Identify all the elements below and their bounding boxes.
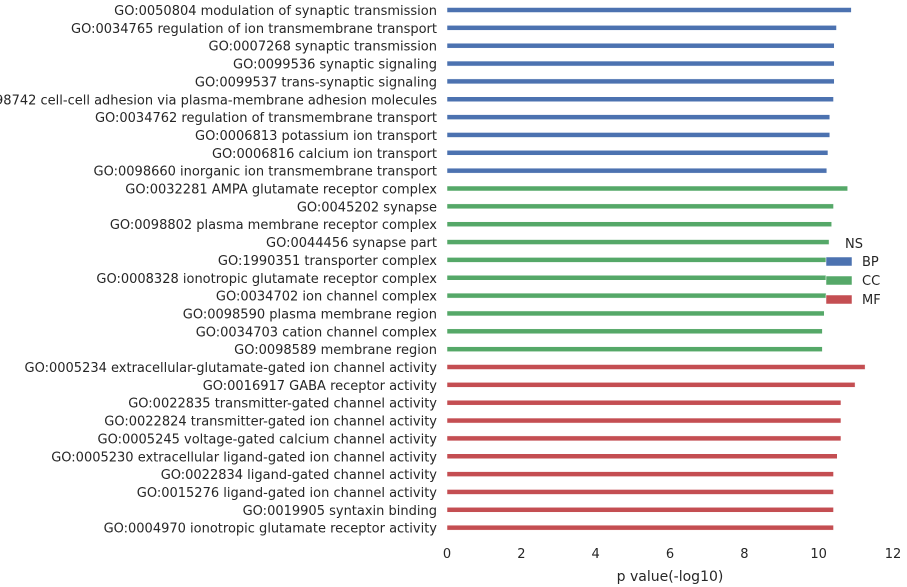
- bar-mf: [446, 364, 866, 370]
- x-tick-label: 6: [666, 547, 674, 562]
- bar-bp: [446, 150, 829, 156]
- category-label: GO:0034765 regulation of ion transmembra…: [71, 22, 437, 37]
- bar-mf: [446, 382, 856, 388]
- bar-mf: [446, 524, 834, 531]
- bar-bp: [446, 132, 831, 138]
- category-label: GO:0032281 AMPA glutamate receptor compl…: [125, 183, 437, 198]
- x-tick-label: 10: [810, 547, 827, 562]
- category-label: GO:1990351 transporter complex: [218, 254, 437, 269]
- legend-label-mf: MF: [862, 293, 881, 308]
- legend: NS BP CC MF: [825, 237, 881, 308]
- legend-swatch-bp: [825, 256, 853, 267]
- bar-mf: [446, 453, 838, 459]
- category-label: GO:0034702 ion channel complex: [216, 290, 437, 305]
- category-label: GO:0099537 trans-synaptic signaling: [195, 75, 437, 90]
- category-label: GO:0098802 plasma membrane receptor comp…: [110, 218, 437, 233]
- category-label: GO:0044456 synapse part: [266, 236, 437, 251]
- bar-mf: [446, 417, 842, 424]
- x-tick-label: 2: [517, 547, 525, 562]
- bar-cc: [446, 257, 827, 263]
- x-axis-label: p value(-log10): [617, 569, 724, 585]
- bar-cc: [446, 310, 825, 317]
- legend-label-cc: CC: [862, 274, 880, 289]
- bar-cc: [446, 275, 827, 281]
- category-label: GO:0004970 ionotropic glutamate receptor…: [104, 522, 438, 537]
- category-label: GO:0098660 inorganic ion transmembrane t…: [94, 165, 437, 180]
- bar-bp: [446, 60, 835, 67]
- category-label: GO:0006816 calcium ion transport: [212, 147, 437, 162]
- x-axis-ticks: 0 2 4 6 8 10 12: [443, 547, 901, 562]
- category-label: GO:0008328 ionotropic glutamate receptor…: [96, 272, 437, 287]
- legend-title: NS: [845, 237, 863, 252]
- category-label: GO:0005234 extracellular-glutamate-gated…: [25, 361, 438, 376]
- category-label: GO:0007268 synaptic transmission: [209, 40, 437, 55]
- x-tick-label: 0: [443, 547, 451, 562]
- category-label: GO:0050804 modulation of synaptic transm…: [114, 4, 437, 19]
- bar-mf: [446, 435, 842, 442]
- category-label: GO:0099536 synaptic signaling: [233, 58, 437, 73]
- category-label: GO:0098589 membrane region: [234, 343, 437, 358]
- legend-entries: BP CC MF: [825, 255, 881, 308]
- bar-cc: [446, 221, 832, 227]
- bar-bp: [446, 42, 835, 49]
- bar-cc: [446, 328, 823, 335]
- category-label: GO:0015276 ligand-gated ion channel acti…: [137, 486, 438, 501]
- category-label: GO:0034762 regulation of transmembrane t…: [95, 111, 437, 126]
- bar-cc: [446, 346, 823, 352]
- category-label: GO:0098590 plasma membrane region: [183, 307, 437, 322]
- bar-mf: [446, 471, 834, 477]
- bar-cc: [446, 292, 827, 299]
- legend-swatch-mf: [825, 294, 853, 305]
- x-tick-label: 12: [885, 547, 902, 562]
- category-label: GO:0019905 syntaxin binding: [243, 504, 437, 519]
- category-label: GO:0006813 potassium ion transport: [195, 129, 437, 144]
- bars-layer: [446, 7, 866, 531]
- bar-bp: [446, 78, 835, 85]
- category-label: GO:0022835 transmitter-gated channel act…: [128, 397, 437, 412]
- bar-bp: [446, 96, 834, 102]
- category-label: GO:0022834 ligand-gated channel activity: [161, 468, 438, 483]
- bar-bp: [446, 167, 828, 174]
- bar-cc: [446, 185, 848, 192]
- category-label: GO:0022824 transmitter-gated ion channel…: [104, 415, 437, 430]
- category-label: GO:0098742 cell-cell adhesion via plasma…: [0, 93, 437, 108]
- category-label: GO:0034703 cation channel complex: [196, 325, 438, 340]
- bar-mf: [446, 489, 834, 495]
- legend-swatch-cc: [825, 275, 853, 286]
- bar-mf: [446, 507, 834, 513]
- bar-cc: [446, 239, 830, 245]
- category-label: GO:0005245 voltage-gated calcium channel…: [98, 432, 438, 447]
- bar-bp: [446, 114, 831, 120]
- legend-label-bp: BP: [862, 255, 879, 270]
- x-tick-label: 8: [740, 547, 748, 562]
- category-label: GO:0045202 synapse: [297, 200, 437, 215]
- bar-bp: [446, 25, 837, 31]
- bar-cc: [446, 203, 834, 210]
- x-tick-label: 4: [592, 547, 600, 562]
- category-label: GO:0016917 GABA receptor activity: [203, 379, 438, 394]
- category-labels: GO:0050804 modulation of synaptic transm…: [0, 4, 437, 537]
- bar-mf: [446, 399, 842, 406]
- category-label: GO:0005230 extracellular ligand-gated io…: [51, 450, 437, 465]
- bar-bp: [446, 7, 852, 13]
